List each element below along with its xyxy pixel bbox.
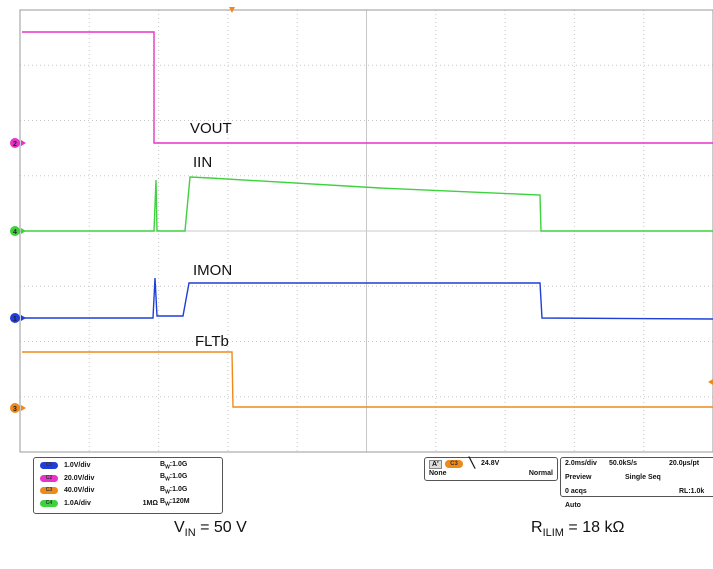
acquisition-panel: 2.0ms/div 50.0kS/s 20.0µs/pt Preview Sin… bbox=[560, 457, 713, 509]
channel-scale: 1.0V/div bbox=[64, 462, 91, 469]
trigger-a-badge: A' bbox=[429, 460, 442, 469]
channel-scale: 40.0V/div bbox=[64, 487, 95, 494]
fltb-label: FLTb bbox=[195, 333, 229, 350]
preview-label: Preview bbox=[565, 474, 592, 481]
channel-row-c3[interactable]: C3 40.0V/div BW:1.0G bbox=[40, 485, 220, 496]
channel-badge: C1 bbox=[40, 462, 58, 469]
waveform-layer bbox=[22, 31, 713, 408]
channel-2-ground-marker[interactable]: 2 bbox=[10, 138, 26, 148]
channel-3-ground-marker[interactable]: 3 bbox=[10, 403, 26, 413]
trigger-position-marker bbox=[229, 7, 235, 13]
falling-edge-icon: ╲ bbox=[469, 458, 476, 469]
iin-label: IIN bbox=[193, 154, 212, 171]
iin-waveform bbox=[22, 176, 713, 232]
trigger-level-marker bbox=[708, 379, 713, 385]
timebase: 2.0ms/div bbox=[565, 460, 597, 467]
channel-bandwidth: BW:1.0G bbox=[160, 473, 188, 483]
imon-waveform bbox=[22, 277, 713, 320]
channel-badge: C3 bbox=[40, 487, 58, 494]
fltb-waveform bbox=[22, 351, 713, 408]
channel-scale: 1.0A/div bbox=[64, 499, 91, 507]
trigger-source-pill: C3 bbox=[445, 460, 463, 468]
auto-mode: Auto bbox=[565, 502, 581, 509]
sequence-mode: Single Seq bbox=[625, 474, 661, 481]
svg-text:4: 4 bbox=[13, 229, 17, 236]
channel-scale: 20.0V/div bbox=[64, 474, 95, 482]
channel-row-c4[interactable]: C4 1.0A/div 1MΩ BW:120M bbox=[40, 498, 220, 509]
vout-waveform bbox=[22, 31, 713, 144]
svg-text:3: 3 bbox=[13, 406, 17, 413]
rilim-caption: RILIM = 18 kΩ bbox=[531, 519, 625, 539]
svg-text:2: 2 bbox=[13, 141, 17, 148]
trace-labels: VOUT IIN IMON FLTb bbox=[190, 120, 232, 350]
channel-bandwidth: BW:1.0G bbox=[160, 460, 188, 471]
channel-badge: C2 bbox=[40, 474, 58, 482]
trigger-level: 24.8V bbox=[481, 460, 500, 467]
channel-bandwidth: BW:120M bbox=[160, 498, 190, 508]
channel-4-ground-marker[interactable]: 4 bbox=[10, 226, 26, 236]
channel-row-c2[interactable]: C2 20.0V/div BW:1.0G bbox=[40, 473, 220, 484]
trigger-mode: Normal bbox=[528, 470, 553, 477]
vout-label: VOUT bbox=[190, 120, 232, 137]
channel-settings-panel: C1 1.0V/div BW:1.0G C2 20.0V/div BW:1.0G C3 40.… bbox=[33, 457, 223, 514]
graticule-grid bbox=[19, 9, 713, 453]
channel-badge: C4 bbox=[40, 499, 58, 507]
imon-label: IMON bbox=[193, 262, 232, 279]
acquisition-count: 0 acqs bbox=[565, 488, 587, 495]
trigger-coupling: None bbox=[429, 470, 447, 477]
graticule-background bbox=[0, 0, 713, 455]
vin-caption: VIN = 50 V bbox=[174, 519, 247, 539]
channel-row-c1[interactable]: C1 1.0V/div BW:1.0G bbox=[40, 460, 220, 471]
channel-impedance: 1MΩ bbox=[142, 499, 158, 507]
svg-text:1: 1 bbox=[13, 316, 17, 323]
sample-rate: 50.0kS/s bbox=[609, 460, 638, 467]
channel-bandwidth: BW:1.0G bbox=[160, 485, 188, 496]
trigger-panel: A' C3 ╲ 24.8V None Normal bbox=[424, 457, 558, 481]
record-length: RL:1.0k bbox=[679, 488, 705, 495]
oscilloscope-display: VOUT IIN IMON FLTb 2 4 1 3 bbox=[0, 0, 713, 455]
channel-markers: 2 4 1 3 bbox=[10, 138, 26, 413]
channel-1-ground-marker[interactable]: 1 bbox=[10, 313, 26, 323]
time-resolution: 20.0µs/pt bbox=[669, 460, 700, 467]
